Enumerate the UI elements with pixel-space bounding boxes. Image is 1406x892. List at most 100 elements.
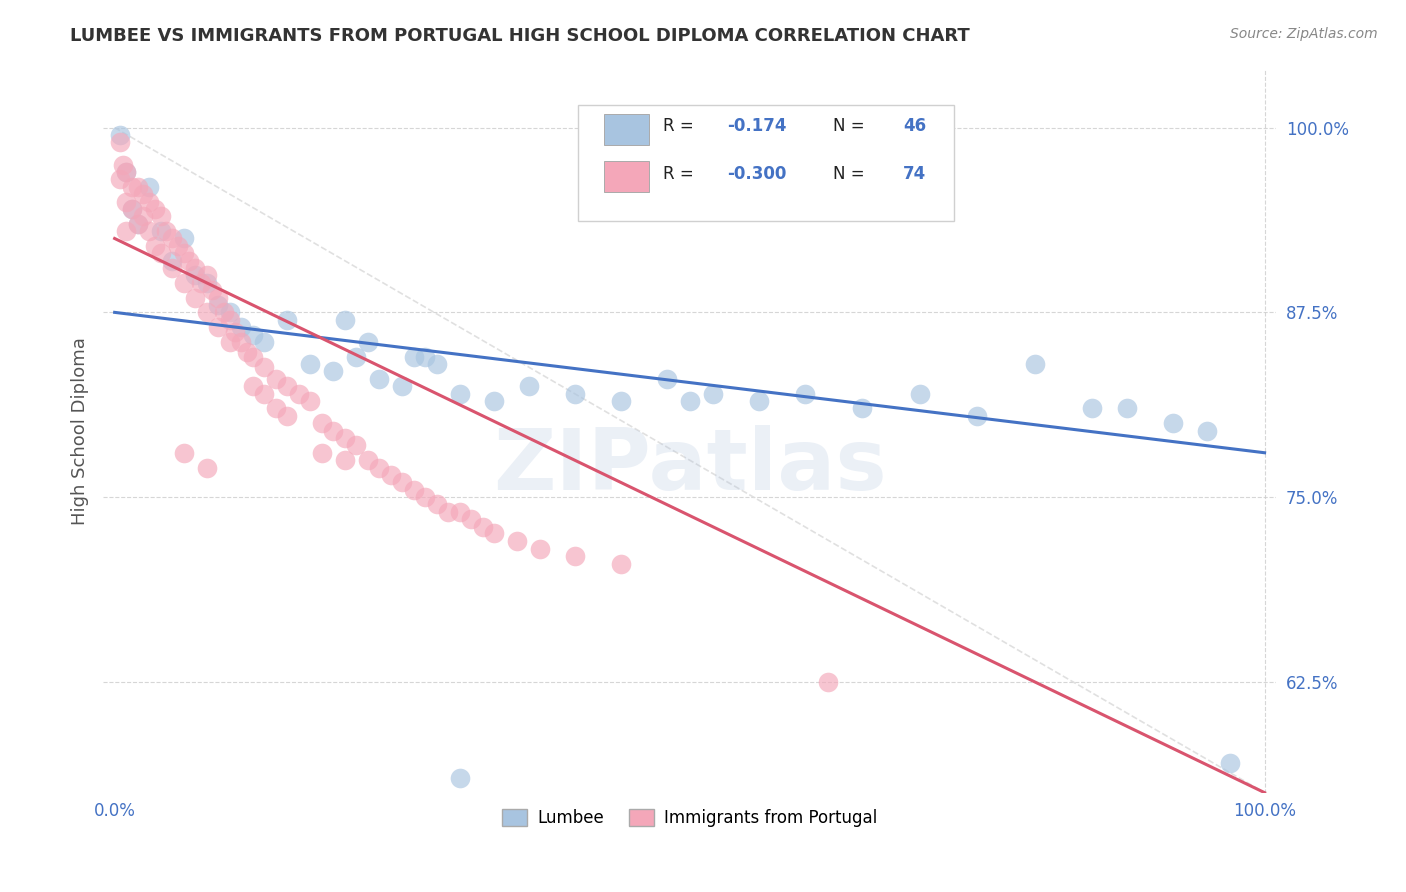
- Point: [449, 505, 471, 519]
- Point: [449, 771, 471, 785]
- Point: [311, 416, 333, 430]
- Point: [218, 305, 240, 319]
- Point: [115, 224, 138, 238]
- Text: ZIPatlas: ZIPatlas: [492, 425, 887, 508]
- Point: [426, 357, 449, 371]
- Point: [344, 438, 367, 452]
- Legend: Lumbee, Immigrants from Portugal: Lumbee, Immigrants from Portugal: [494, 800, 886, 835]
- Point: [333, 453, 356, 467]
- Point: [127, 179, 149, 194]
- Point: [195, 305, 218, 319]
- Point: [402, 483, 425, 497]
- Point: [195, 276, 218, 290]
- Point: [564, 386, 586, 401]
- Point: [1197, 424, 1219, 438]
- Point: [167, 239, 190, 253]
- Point: [1081, 401, 1104, 416]
- Point: [184, 260, 207, 275]
- Text: N =: N =: [832, 118, 865, 136]
- Point: [368, 460, 391, 475]
- Text: N =: N =: [832, 164, 865, 183]
- Point: [817, 674, 839, 689]
- Point: [437, 505, 460, 519]
- Point: [908, 386, 931, 401]
- Point: [138, 224, 160, 238]
- Point: [449, 386, 471, 401]
- Point: [264, 401, 287, 416]
- Point: [460, 512, 482, 526]
- Point: [344, 350, 367, 364]
- Point: [132, 187, 155, 202]
- Point: [391, 379, 413, 393]
- Point: [110, 172, 132, 186]
- Point: [368, 372, 391, 386]
- Point: [253, 334, 276, 349]
- Point: [276, 312, 298, 326]
- Point: [207, 320, 229, 334]
- Point: [121, 202, 143, 216]
- Point: [966, 409, 988, 423]
- Point: [195, 268, 218, 283]
- Point: [311, 446, 333, 460]
- Point: [160, 231, 183, 245]
- Point: [242, 379, 264, 393]
- Point: [207, 291, 229, 305]
- Point: [229, 334, 252, 349]
- Point: [236, 345, 259, 359]
- Point: [173, 231, 195, 245]
- Point: [173, 246, 195, 260]
- Point: [195, 460, 218, 475]
- Text: R =: R =: [662, 118, 693, 136]
- Point: [287, 386, 309, 401]
- Point: [212, 305, 235, 319]
- Point: [1115, 401, 1137, 416]
- Point: [471, 519, 494, 533]
- Point: [678, 394, 700, 409]
- Point: [218, 312, 240, 326]
- Point: [276, 409, 298, 423]
- FancyBboxPatch shape: [605, 114, 648, 145]
- Point: [391, 475, 413, 490]
- Point: [224, 325, 246, 339]
- Point: [184, 291, 207, 305]
- Point: [413, 490, 436, 504]
- Point: [173, 276, 195, 290]
- Point: [253, 359, 276, 374]
- Point: [121, 202, 143, 216]
- Point: [127, 217, 149, 231]
- Text: R =: R =: [662, 164, 693, 183]
- Point: [253, 386, 276, 401]
- FancyBboxPatch shape: [578, 104, 953, 220]
- Point: [132, 209, 155, 223]
- Point: [299, 357, 322, 371]
- Text: -0.174: -0.174: [727, 118, 786, 136]
- Point: [529, 541, 551, 556]
- Point: [115, 165, 138, 179]
- Point: [482, 525, 505, 540]
- Point: [322, 364, 344, 378]
- Point: [482, 394, 505, 409]
- Text: LUMBEE VS IMMIGRANTS FROM PORTUGAL HIGH SCHOOL DIPLOMA CORRELATION CHART: LUMBEE VS IMMIGRANTS FROM PORTUGAL HIGH …: [70, 27, 970, 45]
- Point: [333, 312, 356, 326]
- Point: [173, 446, 195, 460]
- Point: [149, 209, 172, 223]
- Point: [609, 394, 631, 409]
- Point: [138, 179, 160, 194]
- Point: [564, 549, 586, 564]
- Point: [1161, 416, 1184, 430]
- Point: [115, 194, 138, 209]
- Text: -0.300: -0.300: [727, 164, 786, 183]
- Text: 74: 74: [903, 164, 927, 183]
- Point: [506, 534, 529, 549]
- Point: [402, 350, 425, 364]
- Point: [242, 350, 264, 364]
- Point: [333, 431, 356, 445]
- Point: [143, 202, 166, 216]
- Text: Source: ZipAtlas.com: Source: ZipAtlas.com: [1230, 27, 1378, 41]
- Point: [110, 136, 132, 150]
- Point: [426, 498, 449, 512]
- Point: [149, 246, 172, 260]
- Point: [138, 194, 160, 209]
- Point: [299, 394, 322, 409]
- FancyBboxPatch shape: [605, 161, 648, 192]
